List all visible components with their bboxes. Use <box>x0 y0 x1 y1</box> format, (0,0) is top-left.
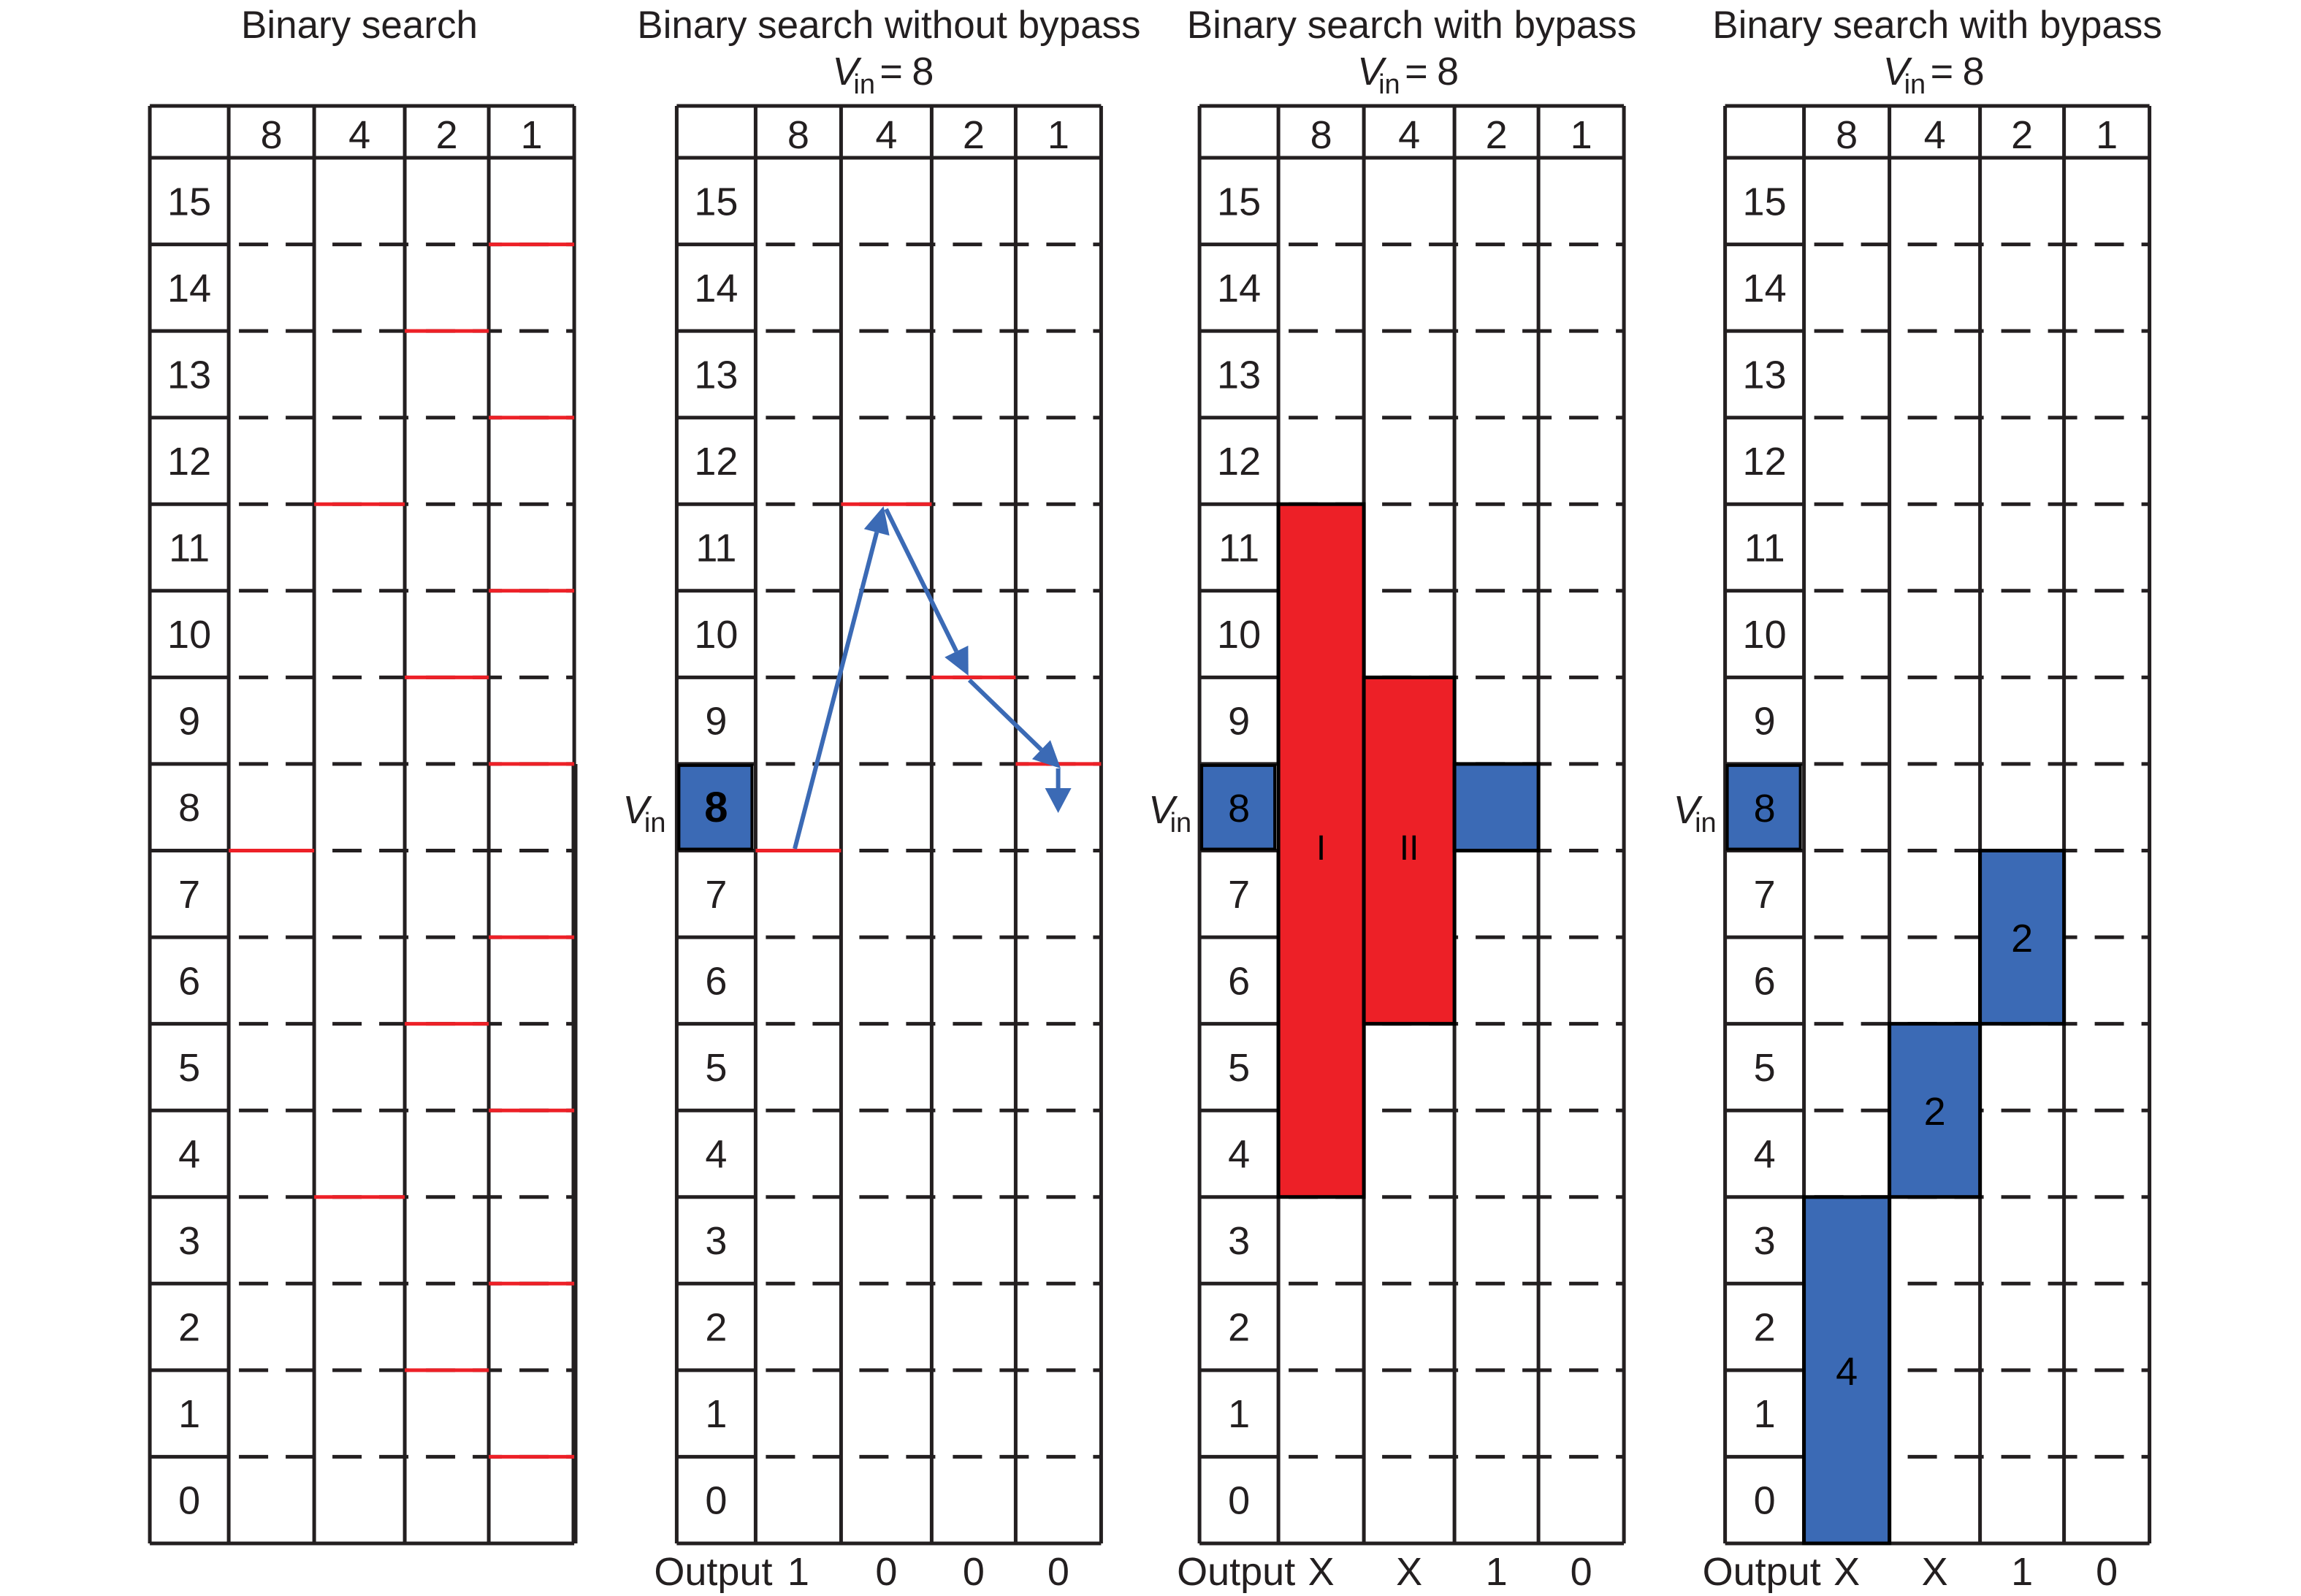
svg-text:0: 0 <box>1571 1550 1592 1594</box>
svg-text:Binary search with bypass: Binary search with bypass <box>1712 4 2162 47</box>
svg-text:in: in <box>1170 808 1192 839</box>
svg-text:X: X <box>1308 1550 1335 1594</box>
svg-text:0: 0 <box>875 1550 897 1594</box>
svg-text:I: I <box>1316 829 1326 868</box>
svg-text:2: 2 <box>1924 1090 1946 1134</box>
svg-text:in: in <box>853 69 875 100</box>
svg-text:Output: Output <box>654 1550 772 1594</box>
svg-text:8: 8 <box>1754 787 1776 831</box>
svg-text:Output: Output <box>1703 1550 1821 1594</box>
svg-text:in: in <box>644 808 666 839</box>
svg-text:=: = <box>1931 50 1954 93</box>
svg-text:1: 1 <box>1486 1550 1508 1594</box>
svg-text:V: V <box>1148 788 1178 832</box>
svg-text:in: in <box>1904 69 1926 100</box>
svg-text:0: 0 <box>1048 1550 1069 1594</box>
svg-text:Binary search without bypass: Binary search without bypass <box>637 4 1140 47</box>
svg-text:Binary search: Binary search <box>241 4 478 47</box>
svg-text:X: X <box>1833 1550 1860 1594</box>
svg-text:V: V <box>1883 50 1913 93</box>
svg-text:2: 2 <box>2011 917 2033 961</box>
svg-text:X: X <box>1922 1550 1948 1594</box>
svg-text:in: in <box>1695 808 1717 839</box>
svg-text:4: 4 <box>1836 1350 1858 1394</box>
svg-text:0: 0 <box>963 1550 985 1594</box>
svg-text:in: in <box>1378 69 1400 100</box>
svg-text:Binary search with bypass: Binary search with bypass <box>1187 4 1637 47</box>
svg-text:8: 8 <box>1963 50 1985 93</box>
svg-text:1: 1 <box>2011 1550 2033 1594</box>
svg-text:II: II <box>1400 829 1419 868</box>
svg-text:V: V <box>1357 50 1387 93</box>
svg-text:Output: Output <box>1177 1550 1295 1594</box>
svg-text:=: = <box>1405 50 1428 93</box>
svg-text:0: 0 <box>2096 1550 2118 1594</box>
svg-text:X: X <box>1396 1550 1422 1594</box>
svg-text:V: V <box>1674 788 1703 832</box>
svg-text:=: = <box>879 50 903 93</box>
svg-text:1: 1 <box>787 1550 809 1594</box>
svg-text:8: 8 <box>912 50 934 93</box>
svg-text:8: 8 <box>1437 50 1459 93</box>
svg-text:V: V <box>622 788 652 832</box>
svg-text:8: 8 <box>1228 787 1250 831</box>
svg-text:V: V <box>832 50 862 93</box>
svg-text:8: 8 <box>704 784 728 831</box>
